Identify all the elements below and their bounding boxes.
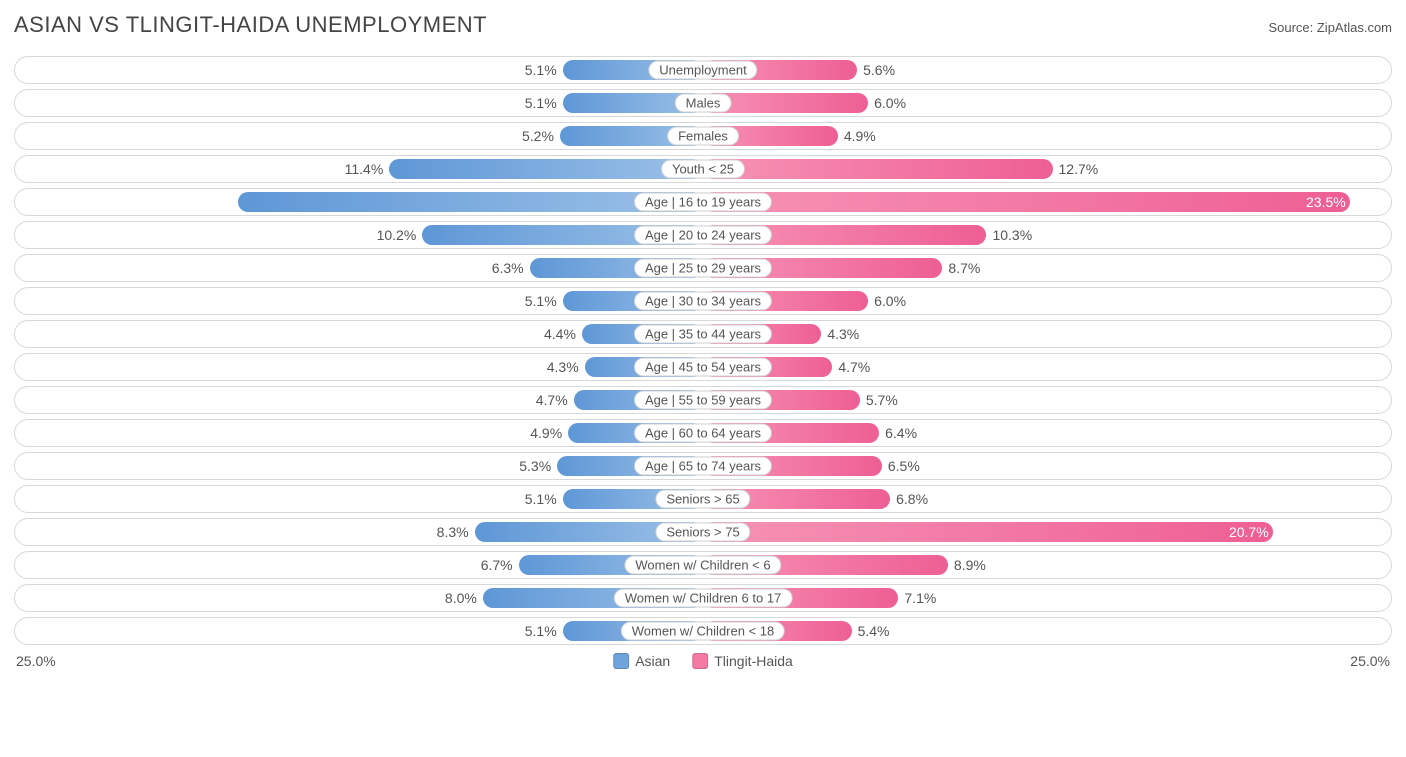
chart-row: 11.4% 12.7% Youth < 25 [14,155,1392,183]
legend-label-right: Tlingit-Haida [714,653,793,669]
value-right: 6.5% [882,453,920,479]
category-label: Age | 45 to 54 years [634,358,772,377]
chart-row: 5.1% 5.4% Women w/ Children < 18 [14,617,1392,645]
value-left: 4.9% [530,420,568,446]
category-label: Age | 20 to 24 years [634,226,772,245]
legend-swatch-left [613,653,629,669]
value-left: 5.1% [525,288,563,314]
value-left: 6.3% [492,255,530,281]
axis-max-left: 25.0% [16,653,56,669]
value-right: 7.1% [898,585,936,611]
category-label: Age | 65 to 74 years [634,457,772,476]
value-left: 5.1% [525,57,563,83]
chart-row: 5.1% 5.6% Unemployment [14,56,1392,84]
value-left: 6.7% [481,552,519,578]
value-left: 5.2% [522,123,560,149]
chart-title: ASIAN VS TLINGIT-HAIDA UNEMPLOYMENT [14,12,487,38]
chart-row: 5.3% 6.5% Age | 65 to 74 years [14,452,1392,480]
chart-row: 5.1% 6.8% Seniors > 65 [14,485,1392,513]
legend-item-left: Asian [613,653,670,669]
value-right: 6.4% [879,420,917,446]
category-label: Women w/ Children < 6 [624,556,781,575]
category-label: Age | 55 to 59 years [634,391,772,410]
category-label: Age | 16 to 19 years [634,193,772,212]
chart-row: 10.2% 10.3% Age | 20 to 24 years [14,221,1392,249]
chart-row: 4.7% 5.7% Age | 55 to 59 years [14,386,1392,414]
value-right: 6.8% [890,486,928,512]
category-label: Seniors > 75 [655,523,750,542]
chart-row: 5.1% 6.0% Males [14,89,1392,117]
value-left: 5.3% [519,453,557,479]
value-left: 8.3% [437,519,475,545]
category-label: Unemployment [648,61,757,80]
chart-row: 8.3% 20.7% Seniors > 75 [14,518,1392,546]
category-label: Women w/ Children 6 to 17 [614,589,793,608]
legend: Asian Tlingit-Haida [613,653,793,669]
value-left: 4.3% [547,354,585,380]
category-label: Age | 25 to 29 years [634,259,772,278]
value-left: 4.4% [544,321,582,347]
value-left: 5.1% [525,618,563,644]
value-right: 5.4% [852,618,890,644]
chart-row: 5.1% 6.0% Age | 30 to 34 years [14,287,1392,315]
diverging-bar-chart: 5.1% 5.6% Unemployment 5.1% 6.0% Males 5.2% 4.9… [14,56,1392,645]
value-right: 12.7% [1053,156,1099,182]
category-label: Seniors > 65 [655,490,750,509]
value-left: 4.7% [536,387,574,413]
value-right: 6.0% [868,90,906,116]
value-right: 4.9% [838,123,876,149]
value-right: 6.0% [868,288,906,314]
chart-row: 4.4% 4.3% Age | 35 to 44 years [14,320,1392,348]
category-label: Youth < 25 [661,160,745,179]
value-left: 8.0% [445,585,483,611]
category-label: Males [675,94,732,113]
chart-row: 5.2% 4.9% Females [14,122,1392,150]
category-label: Age | 60 to 64 years [634,424,772,443]
chart-row: 8.0% 7.1% Women w/ Children 6 to 17 [14,584,1392,612]
chart-row: 16.9%23.5%Age | 16 to 19 years [14,188,1392,216]
bar-right [703,159,1053,179]
category-label: Females [667,127,739,146]
legend-item-right: Tlingit-Haida [692,653,793,669]
value-left: 5.1% [525,90,563,116]
value-right: 5.7% [860,387,898,413]
axis-max-right: 25.0% [1350,653,1390,669]
legend-label-left: Asian [635,653,670,669]
bar-right: 20.7% [703,522,1273,542]
value-right: 5.6% [857,57,895,83]
chart-source: Source: ZipAtlas.com [1268,20,1392,35]
chart-row: 6.3% 8.7% Age | 25 to 29 years [14,254,1392,282]
value-right: 10.3% [986,222,1032,248]
value-right: 23.5% [1300,192,1346,212]
value-left: 5.1% [525,486,563,512]
bar-right: 23.5% [703,192,1350,212]
value-right: 4.3% [821,321,859,347]
value-left: 11.4% [345,156,390,182]
chart-row: 4.9% 6.4% Age | 60 to 64 years [14,419,1392,447]
bar-left [389,159,703,179]
value-left: 10.2% [377,222,423,248]
value-right: 20.7% [1223,522,1269,542]
value-right: 8.7% [942,255,980,281]
chart-row: 4.3% 4.7% Age | 45 to 54 years [14,353,1392,381]
legend-swatch-right [692,653,708,669]
value-right: 4.7% [832,354,870,380]
category-label: Age | 35 to 44 years [634,325,772,344]
category-label: Age | 30 to 34 years [634,292,772,311]
category-label: Women w/ Children < 18 [621,622,785,641]
chart-row: 6.7% 8.9% Women w/ Children < 6 [14,551,1392,579]
value-right: 8.9% [948,552,986,578]
